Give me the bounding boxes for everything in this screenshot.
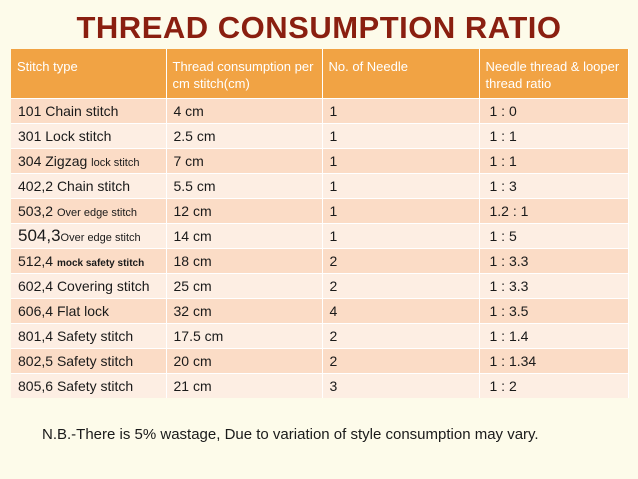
needles-cell: 1 bbox=[322, 123, 480, 149]
stitch-name: Flat lock bbox=[56, 303, 110, 319]
table-row: 606,4 Flat lock 32 cm 4 1 : 3.5 bbox=[11, 298, 629, 324]
consumption-cell: 2.5 cm bbox=[166, 123, 323, 149]
table-header-row: Stitch type Thread consumption per cm st… bbox=[11, 49, 629, 99]
stitch-type-cell: 602,4 Covering stitch bbox=[11, 273, 167, 299]
consumption-cell: 17.5 cm bbox=[166, 323, 323, 349]
table-row: 805,6 Safety stitch 21 cm 3 1 : 2 bbox=[11, 373, 629, 398]
stitch-type-cell: 801,4 Safety stitch bbox=[11, 323, 167, 349]
needles-cell: 2 bbox=[322, 323, 480, 349]
consumption-cell: 14 cm bbox=[166, 223, 323, 249]
thread-consumption-table: Stitch type Thread consumption per cm st… bbox=[11, 49, 629, 398]
ratio-cell: 1 : 1 bbox=[479, 123, 629, 149]
stitch-name: Safety stitch bbox=[56, 328, 134, 344]
stitch-type-cell: 402,2 Chain stitch bbox=[11, 173, 167, 199]
stitch-type-cell: 606,4 Flat lock bbox=[11, 298, 167, 324]
consumption-cell: 5.5 cm bbox=[166, 173, 323, 199]
needles-cell: 2 bbox=[322, 273, 480, 299]
stitch-type-cell: 101 Chain stitch bbox=[11, 98, 167, 124]
stitch-name: Safety stitch bbox=[56, 353, 134, 369]
needles-cell: 2 bbox=[322, 348, 480, 374]
stitch-type-cell: 301 Lock stitch bbox=[11, 123, 167, 149]
needles-cell: 1 bbox=[322, 98, 480, 124]
table-row: 402,2 Chain stitch 5.5 cm 1 1 : 3 bbox=[11, 173, 629, 199]
stitch-code: 503,2 bbox=[18, 203, 54, 219]
stitch-name: Chain stitch bbox=[45, 103, 119, 119]
stitch-type-cell: 504,3Over edge stitch bbox=[11, 223, 167, 249]
ratio-cell: 1.2 : 1 bbox=[479, 198, 629, 224]
needles-cell: 1 bbox=[322, 148, 480, 174]
ratio-cell: 1 : 3.3 bbox=[479, 273, 629, 299]
stitch-type-cell: 802,5 Safety stitch bbox=[11, 348, 167, 374]
stitch-code: 801,4 bbox=[18, 328, 54, 344]
table-row: 512,4 mock safety stitch 18 cm 2 1 : 3.3 bbox=[11, 248, 629, 274]
table-row: 503,2 Over edge stitch 12 cm 1 1.2 : 1 bbox=[11, 198, 629, 224]
stitch-code: 606,4 bbox=[18, 303, 54, 319]
header-stitch-type: Stitch type bbox=[11, 49, 167, 99]
consumption-cell: 18 cm bbox=[166, 248, 323, 274]
stitch-name: Lock stitch bbox=[45, 128, 112, 144]
ratio-cell: 1 : 2 bbox=[479, 373, 629, 398]
stitch-code: 402,2 bbox=[18, 178, 54, 194]
header-thread-consumption: Thread consumption per cm stitch(cm) bbox=[166, 49, 323, 99]
table-row: 504,3Over edge stitch 14 cm 1 1 : 5 bbox=[11, 223, 629, 249]
stitch-type-cell: 512,4 mock safety stitch bbox=[11, 248, 167, 274]
stitch-name: Covering stitch bbox=[56, 278, 150, 294]
table-row: 301 Lock stitch 2.5 cm 1 1 : 1 bbox=[11, 123, 629, 149]
consumption-cell: 32 cm bbox=[166, 298, 323, 324]
stitch-name-bold: mock safety stitch bbox=[56, 258, 145, 269]
table-row: 602,4 Covering stitch 25 cm 2 1 : 3.3 bbox=[11, 273, 629, 299]
table-row: 101 Chain stitch 4 cm 1 1 : 0 bbox=[11, 98, 629, 124]
stitch-name: Zigzag bbox=[45, 153, 88, 169]
stitch-code: 512,4 bbox=[18, 253, 54, 269]
stitch-code: 602,4 bbox=[18, 278, 54, 294]
stitch-code: 802,5 bbox=[18, 353, 54, 369]
stitch-code: 101 bbox=[18, 103, 42, 119]
ratio-cell: 1 : 3.5 bbox=[479, 298, 629, 324]
consumption-cell: 12 cm bbox=[166, 198, 323, 224]
consumption-cell: 21 cm bbox=[166, 373, 323, 398]
needles-cell: 3 bbox=[322, 373, 480, 398]
stitch-code: 301 bbox=[18, 128, 42, 144]
ratio-cell: 1 : 3 bbox=[479, 173, 629, 199]
needles-cell: 1 bbox=[322, 173, 480, 199]
ratio-cell: 1 : 3.3 bbox=[479, 248, 629, 274]
stitch-name: Chain stitch bbox=[56, 178, 131, 194]
stitch-name-small: lock stitch bbox=[91, 157, 140, 169]
page-title: THREAD CONSUMPTION RATIO bbox=[76, 10, 562, 45]
header-thread-ratio: Needle thread & looper thread ratio bbox=[479, 49, 629, 99]
stitch-type-cell: 805,6 Safety stitch bbox=[11, 373, 167, 398]
stitch-code: 805,6 bbox=[18, 378, 54, 394]
footnote: N.B.-There is 5% wastage, Due to variati… bbox=[42, 426, 539, 443]
stitch-code: 504,3 bbox=[18, 226, 61, 245]
stitch-name: Safety stitch bbox=[56, 378, 134, 394]
ratio-cell: 1 : 1.34 bbox=[479, 348, 629, 374]
consumption-cell: 20 cm bbox=[166, 348, 323, 374]
consumption-cell: 4 cm bbox=[166, 98, 323, 124]
stitch-code: 304 bbox=[18, 153, 42, 169]
needles-cell: 1 bbox=[322, 223, 480, 249]
table-row: 801,4 Safety stitch 17.5 cm 2 1 : 1.4 bbox=[11, 323, 629, 349]
stitch-type-cell: 304 Zigzag lock stitch bbox=[11, 148, 167, 174]
header-no-of-needle: No. of Needle bbox=[322, 49, 480, 99]
ratio-cell: 1 : 0 bbox=[479, 98, 629, 124]
ratio-cell: 1 : 5 bbox=[479, 223, 629, 249]
stitch-name-small: Over edge stitch bbox=[56, 207, 138, 219]
ratio-cell: 1 : 1 bbox=[479, 148, 629, 174]
needles-cell: 1 bbox=[322, 198, 480, 224]
needles-cell: 2 bbox=[322, 248, 480, 274]
consumption-cell: 7 cm bbox=[166, 148, 323, 174]
table-row: 802,5 Safety stitch 20 cm 2 1 : 1.34 bbox=[11, 348, 629, 374]
table-row: 304 Zigzag lock stitch 7 cm 1 1 : 1 bbox=[11, 148, 629, 174]
ratio-cell: 1 : 1.4 bbox=[479, 323, 629, 349]
stitch-type-cell: 503,2 Over edge stitch bbox=[11, 198, 167, 224]
needles-cell: 4 bbox=[322, 298, 480, 324]
stitch-name-small: Over edge stitch bbox=[60, 232, 141, 244]
consumption-cell: 25 cm bbox=[166, 273, 323, 299]
